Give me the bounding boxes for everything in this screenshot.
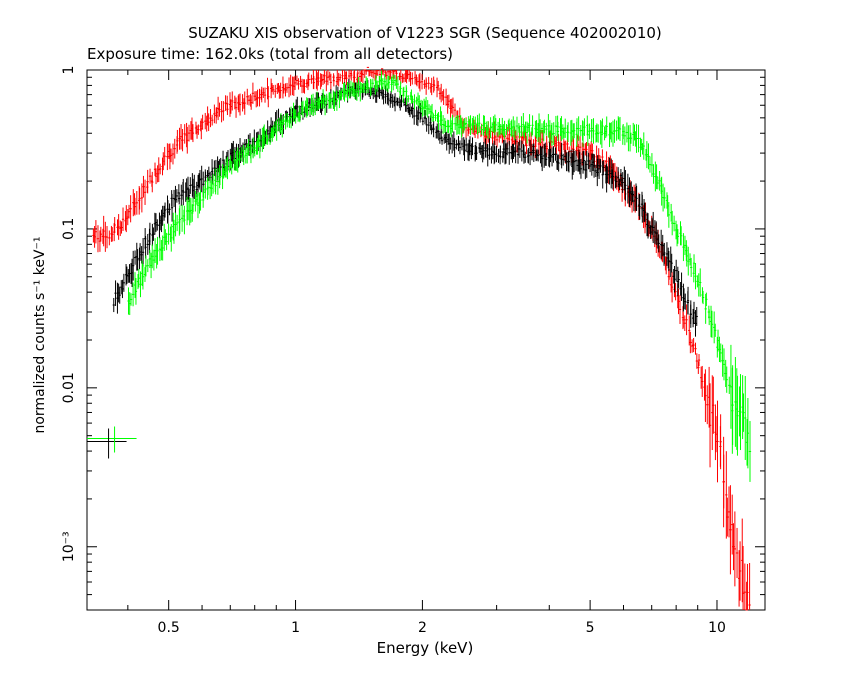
series-2 — [127, 70, 752, 482]
tick-labels: 0.5 1 2 5 10 1 0.1 0.01 10⁻³ — [61, 66, 726, 636]
y-axis-label: normalized counts s⁻¹ keV⁻¹ — [32, 236, 48, 433]
series-0 — [92, 66, 751, 611]
x-tick-label: 5 — [586, 620, 595, 636]
chart-title: SUZAKU XIS observation of V1223 SGR (Seq… — [188, 24, 662, 42]
y-tick-label: 10⁻³ — [61, 531, 77, 562]
series-layer — [87, 66, 752, 611]
y-tick-label: 1 — [61, 66, 77, 75]
axis-ticks — [87, 69, 765, 611]
x-tick-label: 0.5 — [158, 620, 180, 636]
error-marker — [87, 426, 137, 459]
y-tick-label: 0.01 — [61, 372, 77, 403]
x-axis-label: Energy (keV) — [377, 639, 474, 657]
x-tick-label: 2 — [418, 620, 427, 636]
x-tick-label: 1 — [291, 620, 300, 636]
y-tick-label: 0.1 — [61, 218, 77, 240]
x-tick-label: 10 — [708, 620, 726, 636]
plot-frame — [86, 69, 766, 611]
chart-subtitle: Exposure time: 162.0ks (total from all d… — [87, 45, 453, 63]
